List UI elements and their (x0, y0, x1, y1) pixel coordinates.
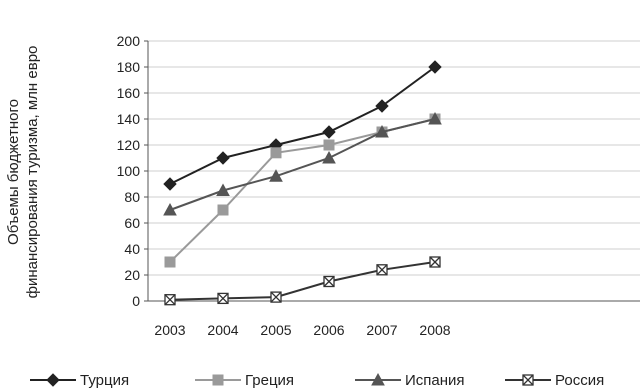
y-tick-label: 160 (117, 85, 141, 101)
y-tick-label: 120 (117, 137, 141, 153)
legend-item-2: Испания (355, 372, 465, 389)
data-point (375, 99, 389, 113)
x-tick-labels: 2003 2004 2005 2006 2007 2008 (154, 322, 450, 338)
series-line (169, 261, 436, 301)
legend: Турция Греция Испания Россия (30, 372, 604, 389)
y-tick-label: 100 (117, 163, 141, 179)
legend-label: Турция (80, 372, 129, 389)
data-point (269, 169, 283, 182)
data-point (375, 124, 389, 138)
legend-marker (522, 374, 534, 386)
series-line (169, 66, 436, 185)
data-point (270, 291, 282, 303)
gridlines (148, 40, 640, 302)
y-tick-label: 0 (132, 293, 140, 309)
marker-cross-b (270, 291, 282, 303)
data-point (323, 275, 335, 288)
series-1 (164, 113, 441, 268)
y-tick-label: 60 (124, 215, 140, 231)
legend-marker (46, 373, 60, 387)
data-point (164, 256, 176, 268)
data-point (270, 147, 282, 159)
y-tick-label: 20 (124, 267, 140, 283)
data-point (163, 177, 177, 191)
legend-marker (212, 374, 224, 386)
x-tick-label: 2008 (419, 322, 450, 338)
data-point (429, 256, 441, 268)
data-point (323, 139, 335, 151)
y-tick-label: 40 (124, 241, 140, 257)
data-point (322, 125, 336, 139)
x-tick-label: 2005 (260, 322, 291, 338)
data-point (376, 264, 388, 276)
series-group (163, 60, 442, 306)
data-point (164, 294, 176, 306)
y-tick-label: 80 (124, 189, 140, 205)
y-axis-label-line-1: Объемы бюджетного (5, 99, 22, 245)
marker-cross-b (376, 264, 388, 276)
data-point (217, 292, 229, 305)
x-tick-label: 2003 (154, 322, 185, 338)
y-axis-label: Объемы бюджетного финансирования туризма… (5, 46, 41, 299)
x-tick-label: 2006 (313, 322, 344, 338)
data-point (428, 111, 442, 125)
marker-cross-b (323, 276, 335, 287)
legend-label: Греция (245, 372, 294, 389)
data-point (163, 202, 177, 216)
axes (144, 40, 640, 302)
data-point (216, 183, 230, 196)
legend-label: Россия (555, 372, 604, 389)
legend-marker (371, 372, 385, 386)
series-0 (163, 60, 442, 191)
legend-item-0: Турция (30, 372, 129, 389)
data-point (428, 60, 442, 74)
x-tick-label: 2004 (207, 322, 238, 338)
y-tick-label: 140 (117, 111, 141, 127)
marker-cross-b (429, 256, 441, 268)
y-axis-label-line-2: финансирования туризма, млн евро (24, 46, 41, 299)
data-point (322, 150, 336, 164)
legend-item-1: Греция (195, 372, 294, 389)
legend-item-3: Россия (505, 372, 604, 389)
series-2 (163, 111, 442, 216)
y-tick-labels: 0 20 40 60 80 100 120 140 160 180 200 (117, 33, 141, 309)
marker-cross-b (522, 374, 534, 386)
data-point (216, 151, 230, 165)
series-line (169, 118, 436, 263)
series-3 (164, 256, 441, 306)
y-tick-label: 200 (117, 33, 141, 49)
y-tick-label: 180 (117, 59, 141, 75)
marker-cross-b (164, 294, 176, 306)
series-line (169, 118, 436, 211)
marker-cross-b (217, 292, 229, 304)
x-tick-label: 2007 (366, 322, 397, 338)
legend-label: Испания (405, 372, 465, 389)
data-point (217, 204, 229, 216)
